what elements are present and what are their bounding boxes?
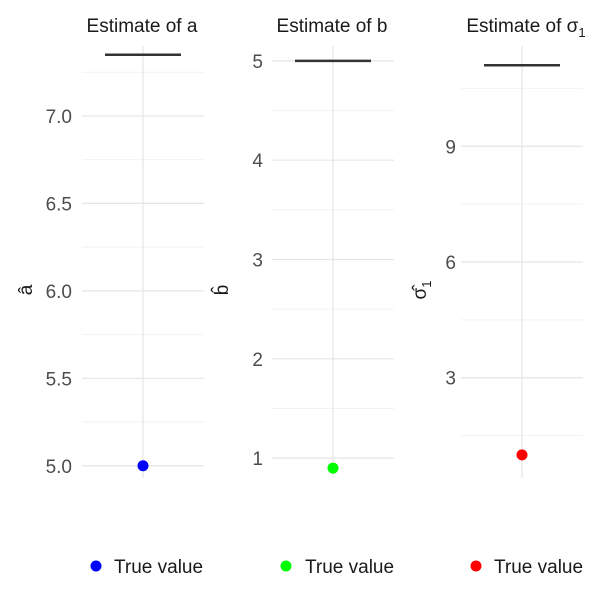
y-tick-label: 5.0 [46, 457, 72, 478]
title-subscript: 1 [578, 25, 585, 40]
ylabel-subscript: 1 [419, 281, 434, 288]
panel-title: Estimate of a [87, 16, 198, 37]
y-tick-label: 4 [252, 151, 263, 172]
true-value-point [137, 460, 149, 472]
y-axis-label: σ̂1 [410, 281, 434, 300]
y-axis-label: b̂ [211, 285, 233, 296]
true-value-point [327, 462, 339, 474]
y-tick-label: 6.5 [46, 194, 72, 215]
y-tick-label: 6 [445, 253, 456, 274]
true-value-point [516, 449, 528, 461]
y-axis-label: â [16, 284, 37, 295]
legend-key-dot [90, 560, 102, 572]
panel-title: Estimate of σ1 [466, 16, 585, 40]
panel-3: 3 6 9 Estimate of σ1 σ̂1 True value [410, 16, 586, 578]
y-tick-label: 1 [252, 449, 263, 470]
y-tick-label: 2 [252, 350, 263, 371]
legend-label: True value [494, 557, 583, 578]
legend-key-dot [470, 560, 482, 572]
panel-title: Estimate of b [277, 16, 388, 37]
legend-key-dot [280, 560, 292, 572]
y-tick-label: 3 [445, 369, 456, 390]
y-tick-label: 5 [252, 52, 263, 73]
y-tick-label: 6.0 [46, 282, 72, 303]
legend-label: True value [114, 557, 203, 578]
y-tick-label: 7.0 [46, 107, 72, 128]
y-tick-label: 3 [252, 251, 263, 272]
y-tick-label: 9 [445, 137, 456, 158]
legend-label: True value [305, 557, 394, 578]
panel-2: 1 2 3 4 5 Estimate of b b̂ True value [211, 16, 394, 578]
y-tick-label: 5.5 [46, 369, 72, 390]
panel-1: 5.0 5.5 6.0 6.5 7.0 Estimate of a â True value [16, 16, 204, 578]
